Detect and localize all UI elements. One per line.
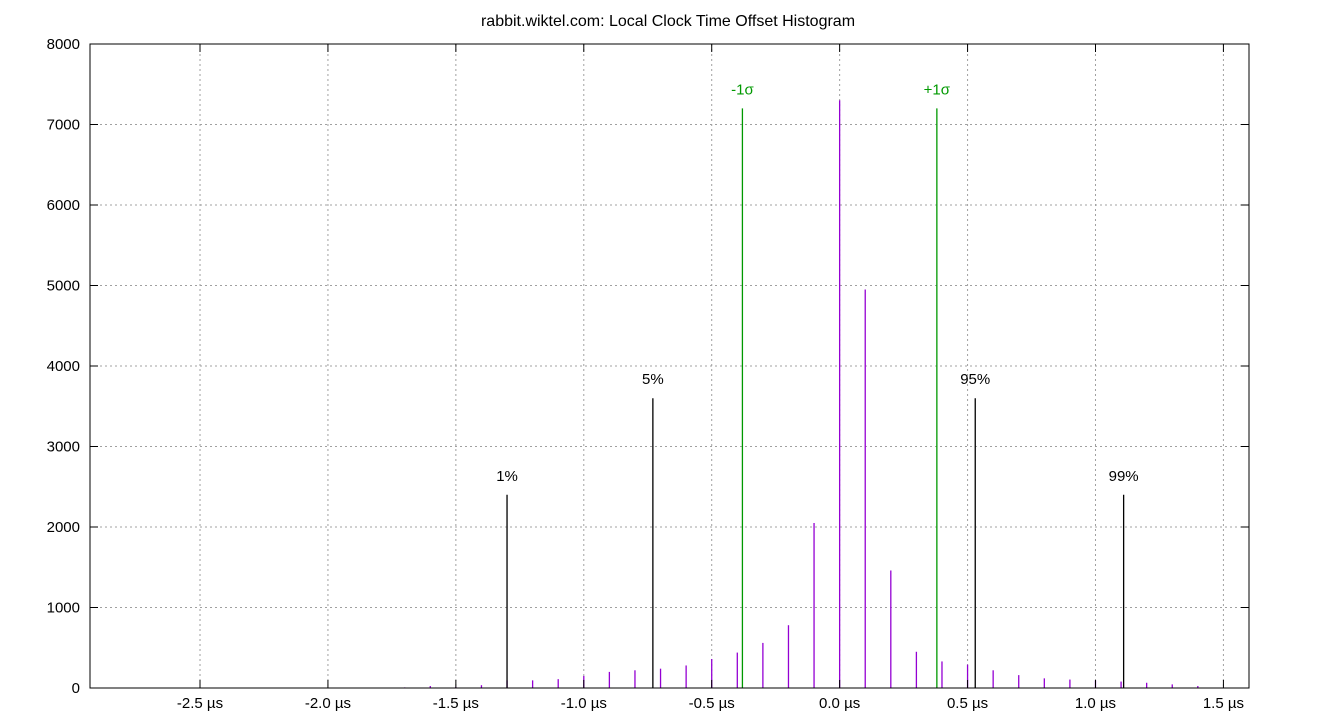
- y-tick-label: 7000: [47, 117, 80, 134]
- x-tick-label: 1.0 µs: [1075, 695, 1116, 712]
- x-tick-label: -2.5 µs: [177, 695, 223, 712]
- chart-title: rabbit.wiktel.com: Local Clock Time Offs…: [481, 13, 855, 30]
- x-tick-label: -1.0 µs: [561, 695, 607, 712]
- y-tick-label: 2000: [47, 519, 80, 536]
- y-tick-label: 1000: [47, 600, 80, 617]
- marker-label: 99%: [1109, 468, 1139, 485]
- y-tick-label: 8000: [47, 36, 80, 53]
- x-tick-label: -0.5 µs: [689, 695, 735, 712]
- percentile-markers: 1% 5% -1σ +1σ 95% 99%: [496, 81, 1139, 688]
- y-tick-label: 5000: [47, 278, 80, 295]
- y-tick-label: 0: [72, 680, 80, 697]
- marker-label: 1%: [496, 468, 518, 485]
- grid-lines: [90, 44, 1249, 688]
- y-tick-label: 4000: [47, 358, 80, 375]
- y-tick-label: 6000: [47, 197, 80, 214]
- marker-label: +1σ: [924, 81, 951, 98]
- y-tick-label: 3000: [47, 439, 80, 456]
- x-tick-label: 1.5 µs: [1203, 695, 1244, 712]
- x-tick-label: 0.5 µs: [947, 695, 988, 712]
- histogram-bars: [301, 100, 1199, 688]
- marker-label: 5%: [642, 371, 664, 388]
- marker-label: 95%: [960, 371, 990, 388]
- axis-ticks: [90, 43, 1249, 689]
- x-tick-label: -2.0 µs: [305, 695, 351, 712]
- x-tick-label: 0.0 µs: [819, 695, 860, 712]
- x-axis-tick-labels: -2.5 µs -2.0 µs -1.5 µs -1.0 µs -0.5 µs 0.0 µ…: [177, 695, 1244, 712]
- marker-label: -1σ: [731, 81, 754, 98]
- x-tick-label: -1.5 µs: [433, 695, 479, 712]
- y-axis-tick-labels: 0 1000 2000 3000 4000 5000 6000 7000 8000: [47, 36, 80, 697]
